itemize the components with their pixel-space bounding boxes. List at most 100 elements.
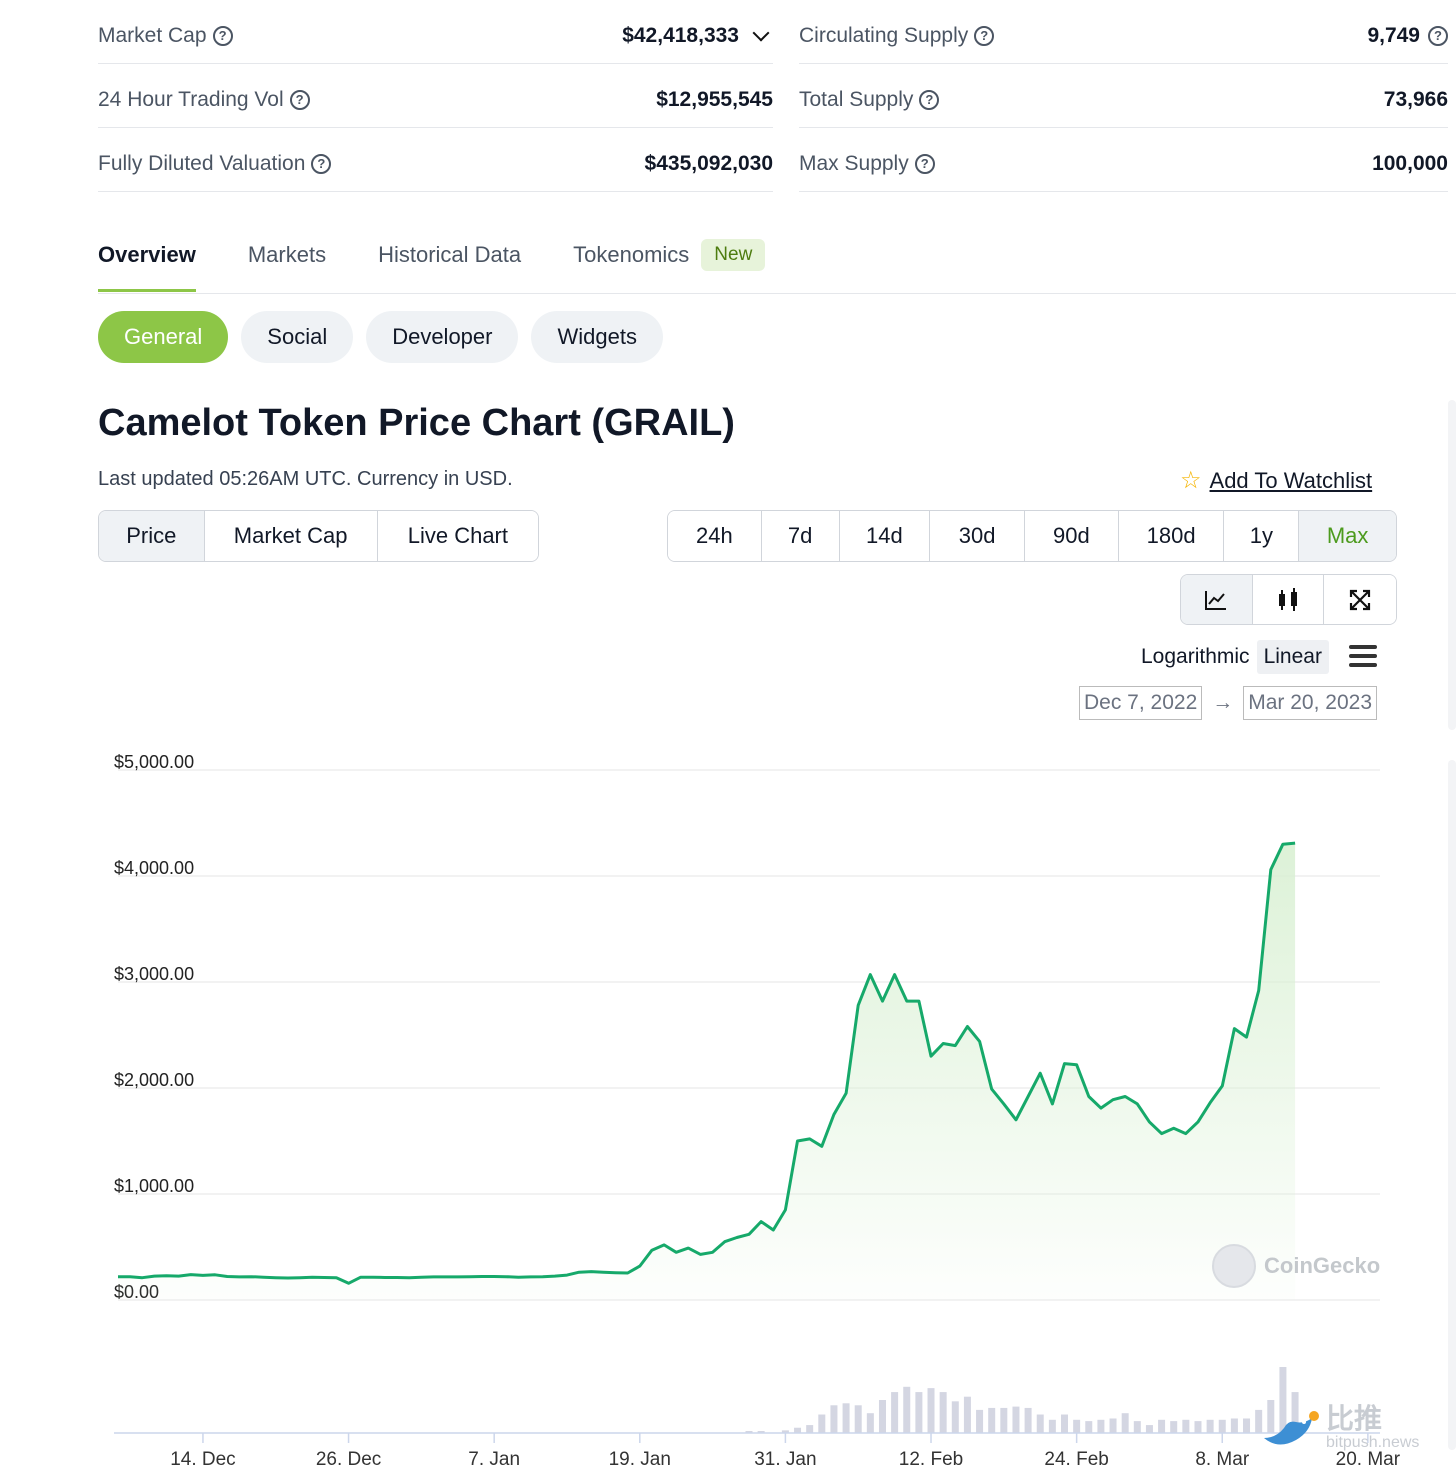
stat-value-text: $42,418,333 bbox=[622, 23, 739, 47]
range-14d[interactable]: 14d bbox=[839, 511, 931, 561]
range-24h[interactable]: 24h bbox=[668, 511, 762, 561]
tab-markets[interactable]: Markets bbox=[248, 228, 326, 292]
stat-value: $435,092,030 bbox=[645, 152, 773, 176]
fullscreen-icon[interactable] bbox=[1324, 575, 1396, 624]
range-7d[interactable]: 7d bbox=[761, 511, 840, 561]
bird-logo-icon bbox=[1264, 1411, 1319, 1445]
volume-bar bbox=[1267, 1400, 1275, 1433]
stat-row: Total Supply? 73,966 bbox=[799, 64, 1448, 128]
volume-bar bbox=[1218, 1419, 1226, 1433]
tab-label: Historical Data bbox=[378, 242, 522, 267]
stat-row: Circulating Supply? 9,749? bbox=[799, 0, 1448, 64]
stat-value: 9,749? bbox=[1367, 24, 1448, 48]
date-to-input[interactable]: Mar 20, 2023 bbox=[1243, 686, 1377, 720]
subtab-widgets[interactable]: Widgets bbox=[531, 311, 663, 363]
chevron-down-icon[interactable] bbox=[752, 24, 770, 41]
volume-bar bbox=[1145, 1425, 1153, 1433]
volume-bar bbox=[1291, 1392, 1299, 1433]
volume-bar bbox=[806, 1425, 814, 1433]
help-icon[interactable]: ? bbox=[974, 25, 995, 46]
volume-bar bbox=[794, 1427, 802, 1433]
stat-label-text: Market Cap bbox=[98, 23, 207, 47]
volume-bar bbox=[757, 1431, 765, 1433]
volume-bar bbox=[818, 1414, 826, 1433]
stat-row: 24 Hour Trading Vol? $12,955,545 bbox=[98, 64, 773, 128]
subtab-developer[interactable]: Developer bbox=[366, 311, 519, 363]
stat-label-text: Fully Diluted Valuation bbox=[98, 151, 306, 175]
hamburger-menu-icon[interactable] bbox=[1349, 645, 1377, 667]
x-tick-label: 12. Feb bbox=[899, 1449, 963, 1470]
help-icon[interactable]: ? bbox=[311, 153, 332, 174]
stat-label: Total Supply? bbox=[799, 88, 940, 112]
volume-bar bbox=[963, 1396, 971, 1433]
volume-bar bbox=[976, 1409, 984, 1433]
volume-bar bbox=[927, 1388, 935, 1433]
volume-bar bbox=[915, 1392, 923, 1433]
stat-row: Fully Diluted Valuation? $435,092,030 bbox=[98, 128, 773, 192]
help-icon[interactable]: ? bbox=[914, 153, 935, 174]
volume-bar bbox=[1194, 1421, 1202, 1433]
volume-bar bbox=[1036, 1414, 1044, 1433]
star-icon: ☆ bbox=[1180, 467, 1202, 494]
date-arrow: → bbox=[1212, 691, 1234, 714]
coingecko-logo bbox=[1212, 1244, 1256, 1288]
volume-bar bbox=[1182, 1419, 1190, 1433]
linear-option[interactable]: Linear bbox=[1256, 640, 1329, 674]
range-max[interactable]: Max bbox=[1299, 511, 1396, 561]
chart-type-price[interactable]: Price bbox=[99, 511, 205, 561]
price-chart[interactable]: $0.00$1,000.00$2,000.00$3,000.00$4,000.0… bbox=[100, 740, 1400, 1476]
stat-row: Max Supply? 100,000 bbox=[799, 128, 1448, 192]
range-1y[interactable]: 1y bbox=[1224, 511, 1300, 561]
date-from-input[interactable]: Dec 7, 2022 bbox=[1079, 686, 1203, 720]
stat-row: Market Cap? $42,418,333 bbox=[98, 0, 773, 64]
candlestick-icon[interactable] bbox=[1252, 575, 1325, 624]
scrollbar-track[interactable] bbox=[1448, 400, 1456, 730]
line-chart-icon[interactable] bbox=[1181, 575, 1253, 624]
chart-type-selector: Price Market Cap Live Chart bbox=[98, 510, 539, 562]
subtab-general[interactable]: General bbox=[98, 311, 229, 363]
chart-type-market-cap[interactable]: Market Cap bbox=[204, 511, 378, 561]
stat-value: 73,966 bbox=[1384, 88, 1448, 112]
volume-bar bbox=[1121, 1413, 1129, 1433]
chart-view-selector bbox=[1180, 574, 1397, 625]
volume-bar bbox=[1206, 1419, 1214, 1433]
help-icon[interactable]: ? bbox=[212, 25, 233, 46]
page-title: Camelot Token Price Chart (GRAIL) bbox=[98, 402, 735, 444]
stat-value-text: $435,092,030 bbox=[644, 151, 773, 175]
volume-bar bbox=[842, 1403, 850, 1433]
scrollbar-track-lower[interactable] bbox=[1448, 760, 1456, 1450]
help-icon[interactable]: ? bbox=[289, 89, 310, 110]
volume-bar bbox=[1255, 1409, 1263, 1433]
help-icon[interactable]: ? bbox=[1428, 25, 1448, 46]
tab-overview[interactable]: Overview bbox=[98, 228, 196, 292]
volume-bar bbox=[1012, 1406, 1020, 1433]
stat-label: Fully Diluted Valuation? bbox=[98, 151, 332, 176]
y-tick-label: $4,000.00 bbox=[114, 858, 194, 878]
stat-label-text: Circulating Supply bbox=[799, 23, 969, 47]
volume-bar bbox=[988, 1407, 996, 1433]
bitpush-watermark: 比推 bitpush.news bbox=[1260, 1404, 1419, 1452]
volume-bar bbox=[830, 1405, 838, 1433]
subtab-social[interactable]: Social bbox=[241, 311, 354, 363]
range-90d[interactable]: 90d bbox=[1025, 511, 1119, 561]
volume-bar bbox=[1024, 1407, 1032, 1433]
range-30d[interactable]: 30d bbox=[930, 511, 1026, 561]
new-badge: New bbox=[701, 239, 766, 271]
tab-tokenomics[interactable]: Tokenomics New bbox=[573, 228, 766, 292]
range-180d[interactable]: 180d bbox=[1118, 511, 1225, 561]
chart-type-live-chart[interactable]: Live Chart bbox=[377, 511, 538, 561]
help-icon[interactable]: ? bbox=[919, 89, 940, 110]
volume-bar bbox=[866, 1413, 874, 1433]
add-to-watchlist-link[interactable]: ☆ Add To Watchlist bbox=[1180, 466, 1372, 495]
stat-value-text: 9,749 bbox=[1367, 23, 1420, 47]
watchlist-label: Add To Watchlist bbox=[1209, 467, 1373, 493]
volume-bar bbox=[939, 1392, 947, 1433]
stat-value: $12,955,545 bbox=[656, 88, 773, 112]
y-tick-label: $3,000.00 bbox=[114, 964, 194, 984]
stats-left-column: Market Cap? $42,418,333 24 Hour Trading Vo… bbox=[98, 0, 773, 192]
logarithmic-option[interactable]: Logarithmic bbox=[1141, 645, 1250, 668]
price-area bbox=[118, 843, 1296, 1300]
tab-historical-data[interactable]: Historical Data bbox=[378, 228, 521, 292]
tab-label: Markets bbox=[247, 242, 327, 267]
stat-value-text: $12,955,545 bbox=[656, 87, 773, 111]
